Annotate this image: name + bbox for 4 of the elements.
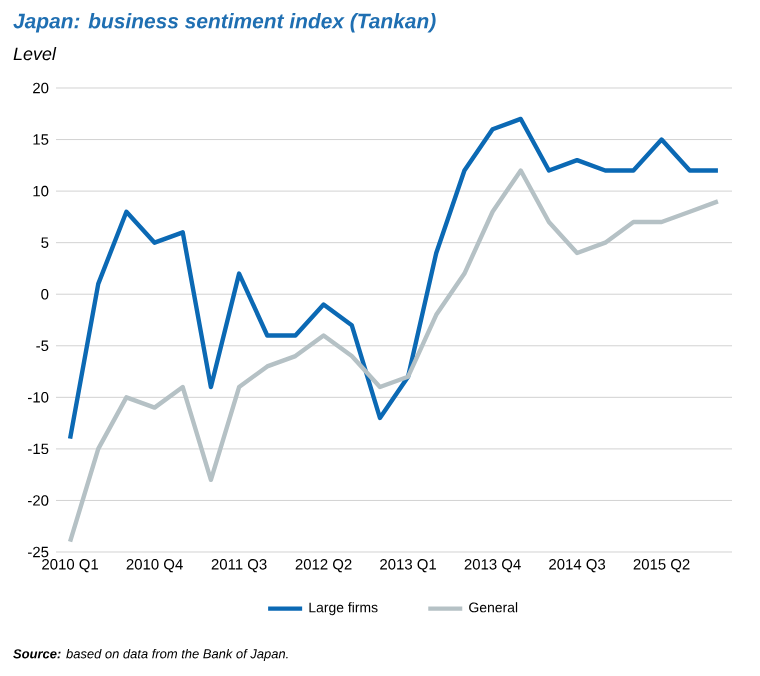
chart-title: Japan: business sentiment index (Tankan) xyxy=(13,13,436,33)
y-axis-title: Level xyxy=(13,47,57,61)
line-series xyxy=(67,116,721,441)
line-series xyxy=(67,168,721,544)
